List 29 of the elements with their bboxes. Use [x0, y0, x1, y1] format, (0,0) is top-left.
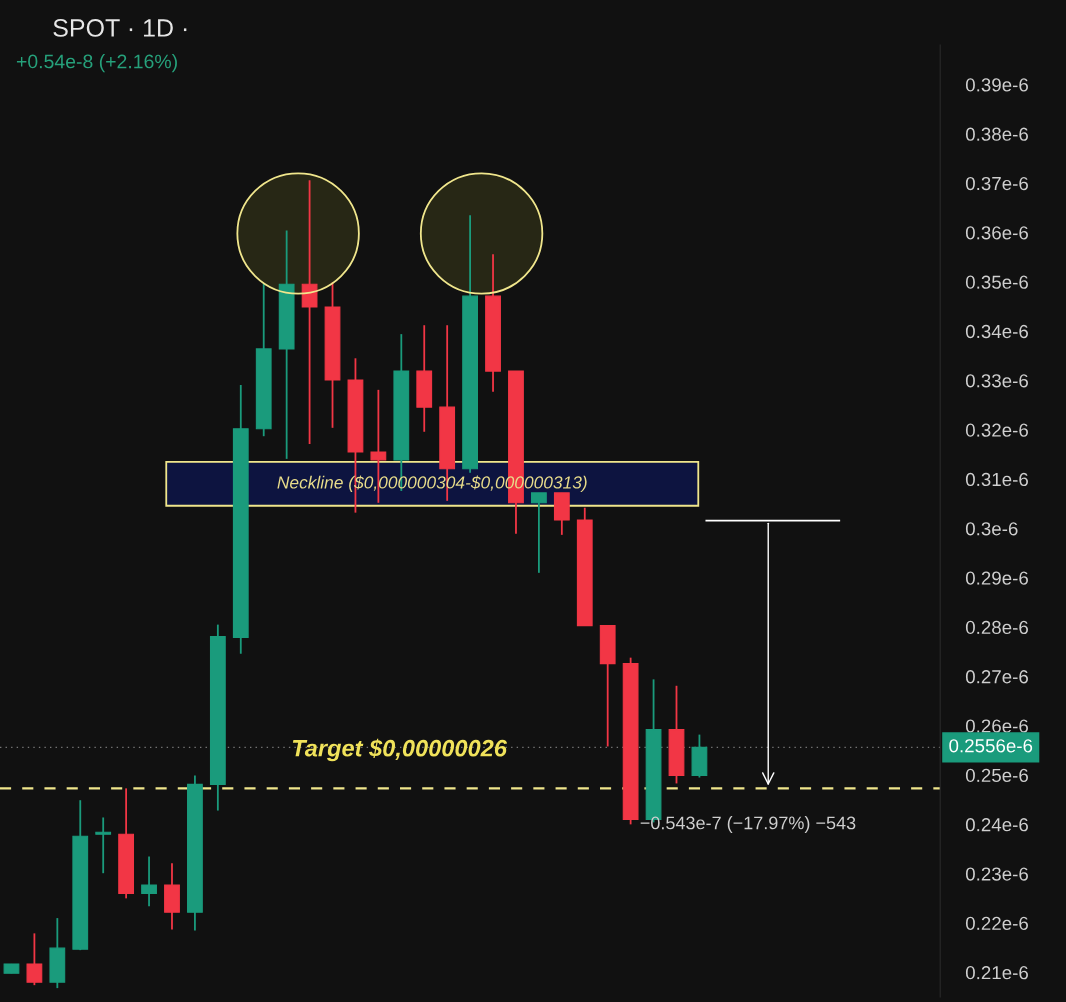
annotation: −0.543e-7 (−17.97%) −543 — [640, 816, 856, 833]
y-tick-label: 0.27e-6 — [965, 670, 1028, 684]
y-tick-label: 0.35e-6 — [965, 275, 1028, 289]
candlestick — [301, 179, 318, 446]
candlestick — [95, 816, 112, 875]
y-tick-label: 0.31e-6 — [965, 472, 1028, 487]
y-tick-label: 0.26e-6 — [965, 719, 1028, 733]
y-tick-label: 0.21e-6 — [965, 966, 1028, 980]
y-tick-label: 0.3e-6 — [965, 522, 1018, 536]
y-tick-label: 0.32e-6 — [965, 423, 1028, 437]
ref-line-label: 0.2556e-6 — [949, 739, 1033, 753]
y-tick-label: 0.38e-6 — [965, 127, 1028, 141]
chart-subtitle: +0.54e-8 (+2.16%) — [16, 54, 177, 73]
y-tick-label: 0.37e-6 — [965, 176, 1028, 191]
candlestick — [26, 932, 43, 987]
y-tick-label: 0.34e-6 — [965, 324, 1028, 339]
y-tick-label: 0.29e-6 — [965, 571, 1028, 585]
y-tick-label: 0.28e-6 — [965, 620, 1028, 635]
y-tick-label: 0.22e-6 — [965, 916, 1028, 930]
y-tick-label: 0.33e-6 — [965, 374, 1028, 388]
y-tick-label: 0.39e-6 — [965, 78, 1028, 92]
y-tick-label: 0.23e-6 — [965, 867, 1028, 881]
y-tick-label: 0.36e-6 — [965, 226, 1028, 240]
chart-title: SPOT · 1D · — [53, 19, 187, 37]
candlestick — [141, 855, 157, 908]
y-tick-label: 0.25e-6 — [965, 768, 1028, 783]
candlestick — [531, 492, 547, 574]
y-tick-label: 0.24e-6 — [965, 818, 1028, 832]
ref-line-label: Target $0,00000026 — [292, 738, 508, 762]
